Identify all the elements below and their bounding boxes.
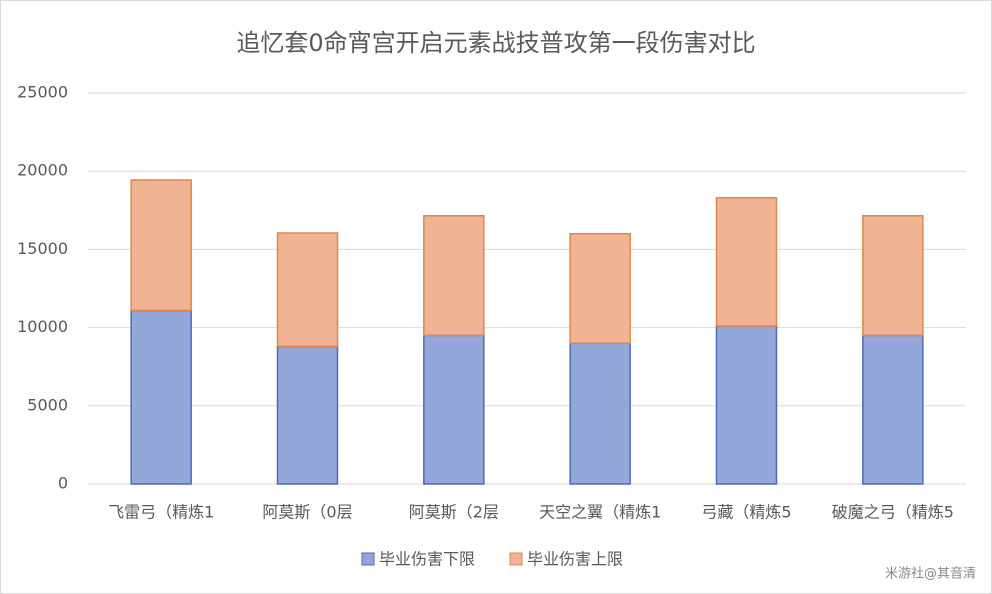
bar-segment — [130, 179, 192, 312]
bar-segment — [276, 232, 339, 348]
bar-segment — [862, 215, 924, 337]
bar-segment — [276, 345, 339, 485]
y-tick-label: 10000 — [17, 317, 68, 336]
x-tick-label: 天空之翼（精炼1 — [539, 503, 661, 522]
watermark: 米游社@其音清 — [885, 566, 976, 582]
bar-segment — [569, 233, 631, 344]
bar-segment — [423, 215, 485, 337]
bar-segment — [715, 197, 778, 327]
bar-segment — [715, 325, 778, 485]
legend-label: 毕业伤害上限 — [527, 550, 623, 569]
bar-segment — [423, 334, 485, 485]
bar-segment — [862, 334, 924, 485]
y-tick-label: 0 — [58, 474, 68, 493]
y-tick-label: 5000 — [27, 395, 68, 414]
chart-title: 追忆套0命宵宫开启元素战技普攻第一段伤害对比 — [236, 29, 755, 57]
bar-segment — [569, 342, 631, 485]
x-tick-label: 阿莫斯（0层 — [262, 503, 352, 522]
legend-label: 毕业伤害下限 — [379, 550, 475, 569]
y-tick-label: 25000 — [17, 83, 68, 102]
bar-segment — [130, 309, 192, 485]
x-tick-label: 阿莫斯（2层 — [409, 503, 499, 522]
y-tick-label: 15000 — [17, 239, 68, 258]
legend-swatch — [361, 552, 375, 566]
y-tick-label: 20000 — [17, 161, 68, 180]
x-tick-label: 弓藏（精炼5 — [701, 503, 791, 522]
x-tick-label: 破魔之弓（精炼5 — [832, 503, 954, 522]
x-tick-label: 飞雷弓（精炼1 — [108, 503, 214, 522]
legend-swatch — [509, 552, 523, 566]
